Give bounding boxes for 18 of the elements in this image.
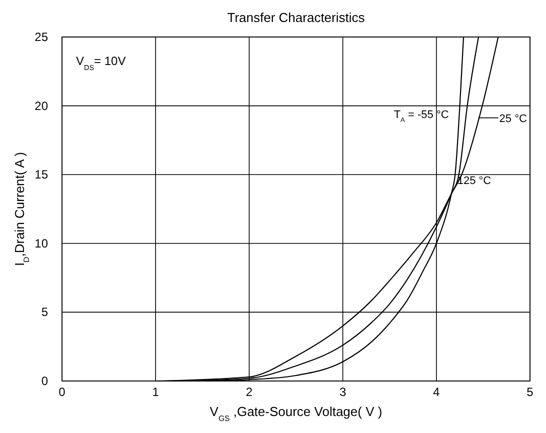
- x-tick-label: 4: [433, 385, 440, 399]
- x-tick-label: 3: [339, 385, 346, 399]
- y-tick-label: 10: [34, 236, 48, 250]
- y-tick-label: 15: [34, 168, 48, 182]
- chart-title: Transfer Characteristics: [227, 10, 366, 25]
- x-tick-label: 1: [152, 385, 160, 399]
- annotation: V$_{DS}$= 10V: [76, 54, 126, 72]
- series-label: 125 °C: [457, 174, 492, 187]
- y-tick-label: 5: [41, 305, 48, 320]
- series-label: T$_{A}$ = -55 °C: [394, 108, 449, 124]
- y-tick-label: 0: [41, 374, 48, 388]
- x-axis-title: V$_{GS}$ ,Gate-Source Voltage( V ): [210, 404, 382, 422]
- legend-label: 25 °C: [499, 112, 527, 125]
- x-tick-label: 2: [246, 385, 253, 399]
- x-tick-label: 5: [526, 385, 534, 399]
- y-tick-label: 20: [34, 98, 48, 113]
- x-tick-label: 0: [58, 385, 66, 399]
- y-tick-label: 25: [34, 30, 48, 44]
